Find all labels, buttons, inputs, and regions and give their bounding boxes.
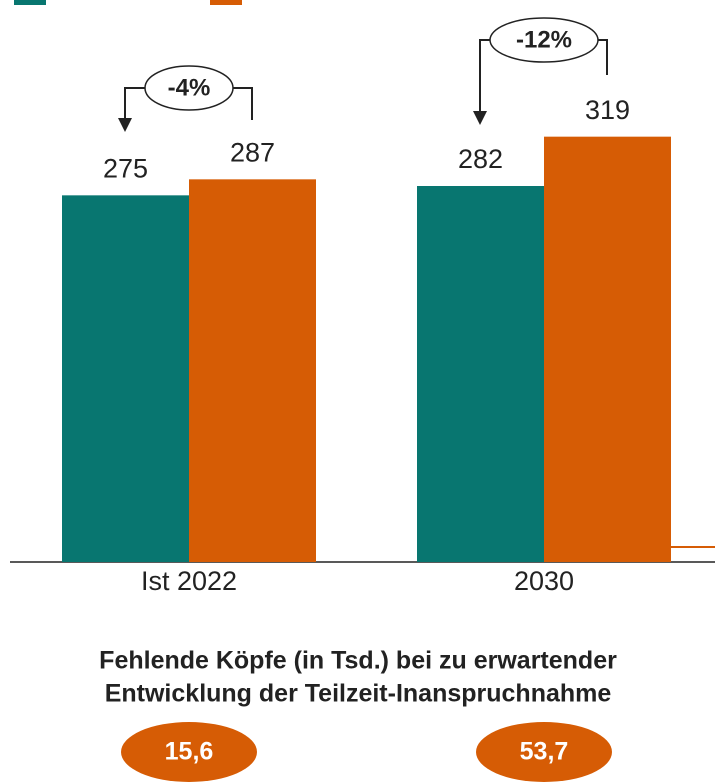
bracket (479, 39, 608, 111)
pill (121, 722, 257, 782)
value-label: 275 (103, 153, 148, 183)
value-label: 287 (230, 137, 275, 167)
bar (544, 136, 671, 562)
bar (417, 186, 544, 562)
legend-swatch (14, 0, 46, 5)
annotation-bubble (144, 65, 234, 111)
pill-label: 53,7 (520, 738, 569, 766)
legend-swatch (210, 0, 242, 5)
pill (476, 722, 612, 782)
subtitle: Fehlende Köpfe (in Tsd.) bei zu erwarten… (99, 647, 617, 675)
bar (189, 179, 316, 563)
subtitle: Entwicklung der Teilzeit-Inanspruchnahme (105, 680, 612, 708)
bar (62, 195, 189, 563)
x-tick-label: Ist 2022 (141, 566, 237, 596)
annotation: -4% (168, 74, 211, 101)
x-tick-label: 2030 (514, 566, 574, 596)
annotation: -12% (516, 26, 572, 53)
bracket (124, 87, 253, 120)
value-label: 282 (458, 144, 503, 174)
pill-label: 15,6 (165, 738, 214, 766)
arrow-head (118, 118, 132, 132)
value-label: 319 (585, 95, 630, 125)
annotation-bubble (489, 17, 599, 63)
arrow-head (473, 111, 487, 125)
